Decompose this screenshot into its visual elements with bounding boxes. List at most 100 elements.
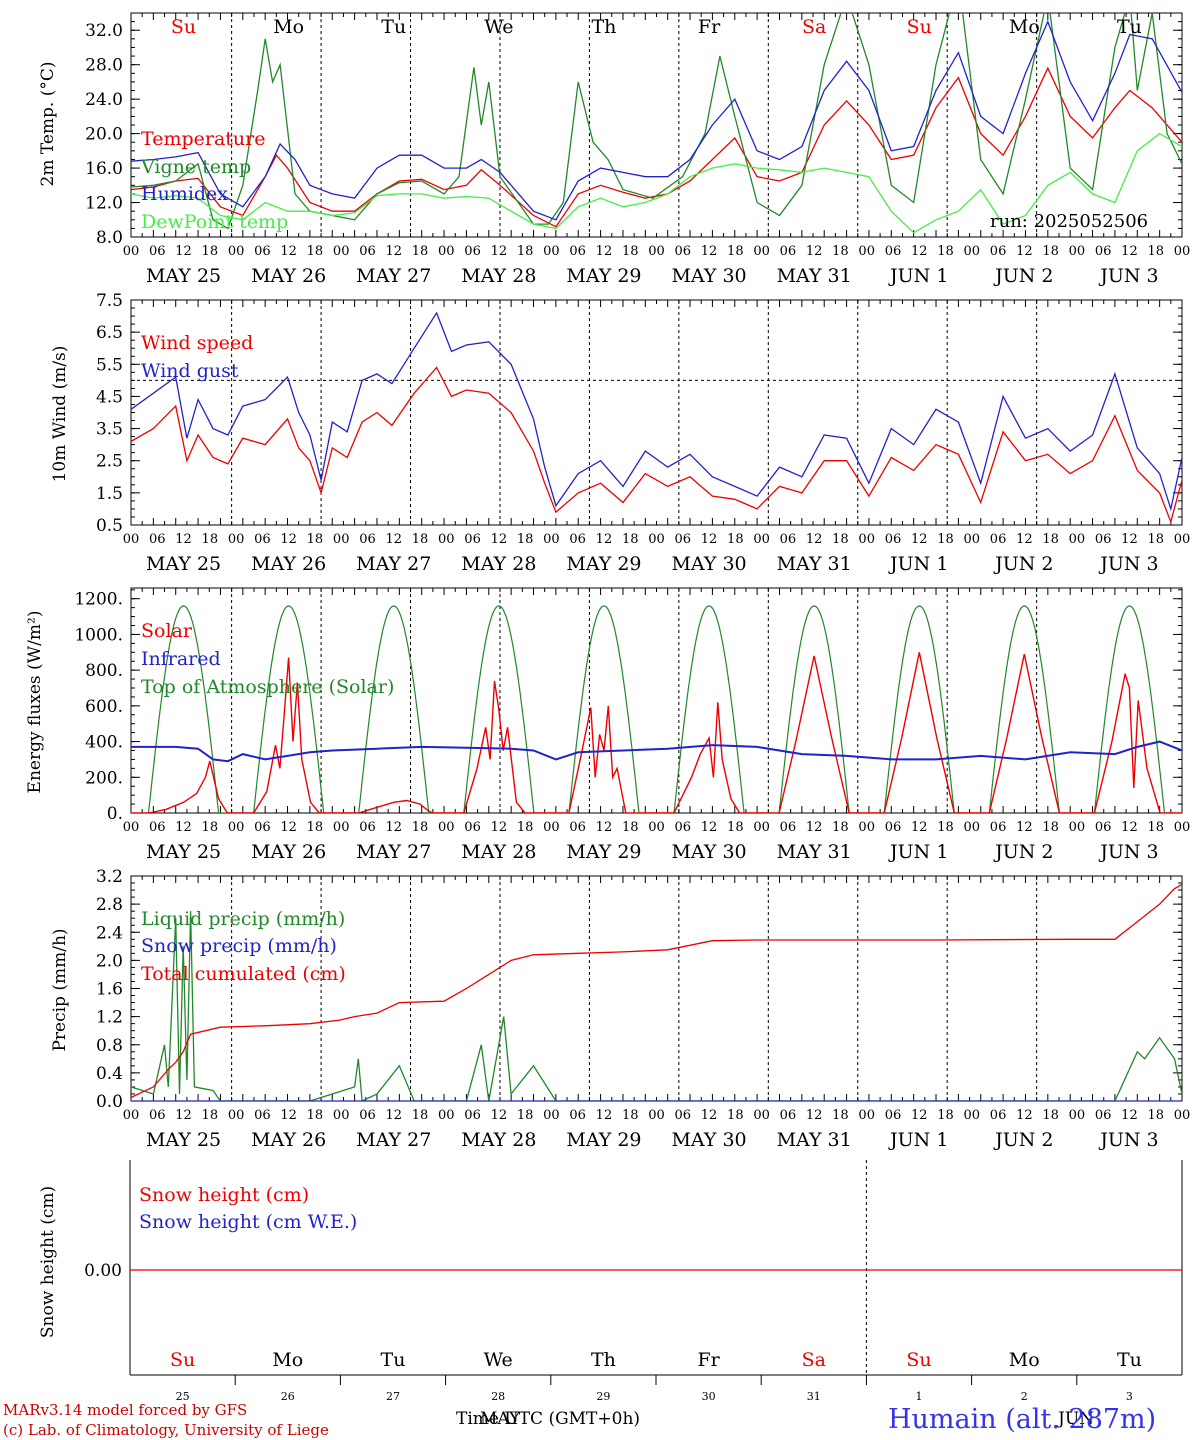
y-tick-label: 6.5 — [96, 323, 123, 343]
weekday-label: Mo — [1009, 16, 1040, 38]
x-hour-label: 18 — [937, 1108, 954, 1123]
x-hour-label: 00 — [964, 244, 981, 259]
series-infrared — [131, 740, 1182, 763]
series-humidex — [131, 19, 1182, 221]
x-hour-label: 12 — [1121, 244, 1138, 259]
weekday-label: Su — [171, 16, 196, 38]
x-hour-label: 00 — [123, 244, 140, 259]
x-hour-label: 00 — [858, 820, 875, 835]
x-date-label: MAY 29 — [566, 265, 641, 287]
legend-snow-precip: Snow precip (mm/h) — [141, 935, 337, 957]
series-temperature — [131, 66, 1182, 228]
x-hour-label: 18 — [517, 820, 534, 835]
series-wind-speed — [131, 366, 1182, 524]
weekday-label: Mo — [273, 16, 304, 38]
ylabel-snow: Snow height (cm) — [38, 1186, 58, 1338]
x-hour-label: 00 — [438, 532, 455, 547]
x-hour-label: 18 — [517, 532, 534, 547]
x-hour-label: 00 — [228, 244, 245, 259]
x-hour-label: 06 — [675, 244, 692, 259]
x-hour-label: 06 — [359, 1108, 376, 1123]
series-vigne-temp — [131, 13, 1182, 230]
snow-y-tick-label: 0.00 — [84, 1261, 122, 1281]
legend-liquid-precip: Liquid precip (mm/h) — [141, 908, 345, 930]
x-hour-label: 00 — [333, 820, 350, 835]
x-hour-label: 12 — [1121, 1108, 1138, 1123]
x-hour-label: 18 — [412, 532, 429, 547]
y-tick-label: 200. — [85, 768, 123, 788]
x-hour-label: 12 — [911, 1108, 928, 1123]
x-hour-label: 18 — [1147, 532, 1164, 547]
weekday-label: Sa — [802, 16, 826, 38]
x-hour-label: 18 — [832, 532, 849, 547]
x-hour-label: 00 — [648, 244, 665, 259]
x-hour-label: 18 — [307, 532, 324, 547]
snow-day-number: 26 — [281, 1390, 295, 1403]
x-date-label: JUN 3 — [1098, 553, 1158, 575]
snow-day-number: 27 — [386, 1390, 400, 1403]
y-tick-label: 8.0 — [96, 228, 123, 248]
x-hour-label: 06 — [780, 820, 797, 835]
x-hour-label: 12 — [1016, 1108, 1033, 1123]
panel-series — [131, 13, 1182, 234]
month-label-jun: JUN — [1056, 1409, 1094, 1429]
x-date-label: MAY 27 — [356, 265, 431, 287]
y-tick-label: 2.8 — [96, 895, 123, 915]
x-hour-label: 00 — [648, 820, 665, 835]
x-hour-label: 00 — [438, 244, 455, 259]
x-hour-label: 00 — [964, 532, 981, 547]
x-hour-label: 12 — [491, 532, 508, 547]
weekday-label: Su — [907, 16, 932, 38]
y-tick-label: 3.5 — [96, 420, 123, 440]
ylabel-precip: Precip (mm/h) — [50, 928, 70, 1051]
x-hour-label: 18 — [937, 532, 954, 547]
weekday-label: Tu — [381, 16, 406, 38]
snow-weekday-label: Tu — [1117, 1349, 1142, 1371]
snow-day-number: 1 — [916, 1390, 923, 1403]
x-date-label: MAY 28 — [461, 265, 536, 287]
x-hour-label: 06 — [464, 820, 481, 835]
x-date-label: MAY 29 — [566, 841, 641, 863]
x-hour-label: 00 — [543, 1108, 560, 1123]
x-hour-label: 12 — [175, 532, 192, 547]
x-date-label: JUN 3 — [1098, 265, 1158, 287]
x-hour-label: 12 — [280, 1108, 297, 1123]
snow-weekday-label: Sa — [802, 1349, 826, 1371]
x-hour-label: 18 — [412, 820, 429, 835]
x-hour-label: 06 — [675, 532, 692, 547]
x-date-label: MAY 27 — [356, 1129, 431, 1151]
series-solar — [131, 652, 1182, 813]
x-hour-label: 06 — [885, 1108, 902, 1123]
legend-total-cumulated: Total cumulated (cm) — [141, 963, 346, 985]
x-hour-label: 18 — [1147, 1108, 1164, 1123]
x-date-label: MAY 28 — [461, 1129, 536, 1151]
snow-weekday-label: Su — [170, 1349, 195, 1371]
x-hour-label: 12 — [280, 820, 297, 835]
x-hour-label: 12 — [701, 1108, 718, 1123]
x-hour-label: 18 — [832, 244, 849, 259]
x-hour-label: 06 — [149, 244, 166, 259]
snow-weekday-label: Tu — [381, 1349, 406, 1371]
x-date-label: JUN 1 — [888, 841, 948, 863]
ylabel-wind: 10m Wind (m/s) — [50, 346, 70, 483]
x-hour-label: 12 — [911, 244, 928, 259]
x-hour-label: 18 — [307, 244, 324, 259]
x-hour-label: 12 — [491, 1108, 508, 1123]
x-hour-label: 00 — [438, 820, 455, 835]
y-tick-label: 1.5 — [96, 484, 123, 504]
x-date-label: JUN 1 — [888, 553, 948, 575]
x-hour-label: 18 — [832, 1108, 849, 1123]
run-label: run: 2025052506 — [990, 211, 1148, 232]
x-hour-label: 00 — [438, 1108, 455, 1123]
x-hour-label: 18 — [1042, 820, 1059, 835]
x-hour-label: 18 — [622, 820, 639, 835]
x-date-label: JUN 2 — [993, 1129, 1053, 1151]
snow-weekday-label: We — [484, 1349, 513, 1371]
x-hour-label: 12 — [806, 820, 823, 835]
snow-day-number: 28 — [491, 1390, 505, 1403]
snow-weekday-label: Fr — [697, 1349, 720, 1371]
y-tick-label: 2.0 — [96, 951, 123, 971]
series-layer — [130, 13, 1182, 1271]
x-hour-label: 06 — [254, 820, 271, 835]
x-date-label: MAY 26 — [251, 265, 326, 287]
